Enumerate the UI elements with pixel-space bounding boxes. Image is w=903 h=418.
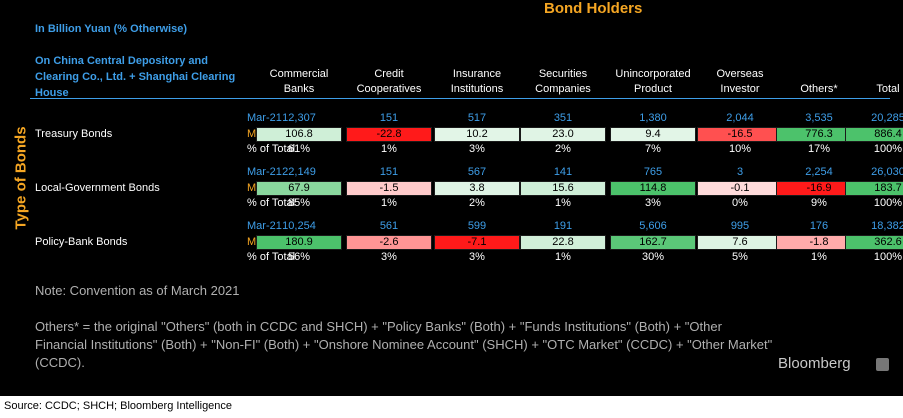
mar21-value: 18,382 bbox=[871, 220, 903, 232]
mom-value: -7.1 bbox=[434, 234, 520, 250]
row-label-mar21: Mar-21 bbox=[247, 112, 282, 124]
mar21-value: 26,030 bbox=[871, 166, 903, 178]
others-footnote: Others* = the original "Others" (both in… bbox=[35, 319, 773, 370]
mom-value: 3.8 bbox=[434, 180, 520, 196]
mom-value: 776.3 bbox=[776, 126, 862, 142]
mar21-value: 3 bbox=[736, 166, 744, 178]
mar21-value: 351 bbox=[553, 112, 573, 124]
pct-value: 30% bbox=[641, 251, 665, 263]
row-label-mar21: Mar-21 bbox=[247, 166, 282, 178]
mar21-value: 561 bbox=[379, 220, 399, 232]
y-axis-label: Type of Bonds bbox=[12, 126, 30, 230]
source-line: Source: CCDC; SHCH; Bloomberg Intelligen… bbox=[4, 400, 233, 412]
mar21-value: 1,380 bbox=[639, 112, 667, 124]
mar21-value: 995 bbox=[730, 220, 750, 232]
pct-value: 1% bbox=[555, 251, 571, 263]
bond-type-label: Treasury Bonds bbox=[35, 127, 113, 140]
mar21-value: 20,285 bbox=[871, 112, 903, 124]
header-divider bbox=[30, 98, 890, 99]
pct-value: 17% bbox=[807, 143, 831, 155]
mom-value: 67.9 bbox=[256, 180, 342, 196]
mom-value: 180.9 bbox=[256, 234, 342, 250]
mom-value: -1.8 bbox=[776, 234, 862, 250]
unit-note: In Billion Yuan (% Otherwise) bbox=[35, 23, 187, 35]
column-header: Commercial Banks bbox=[269, 68, 329, 95]
mom-value: 886.4 bbox=[845, 126, 903, 142]
mom-value: -2.6 bbox=[346, 234, 432, 250]
convention-note: Note: Convention as of March 2021 bbox=[35, 283, 240, 298]
mar21-value: 151 bbox=[379, 166, 399, 178]
mar21-value: 2,254 bbox=[805, 166, 833, 178]
pct-value: 1% bbox=[381, 143, 397, 155]
pct-value: 1% bbox=[381, 197, 397, 209]
row-label-mar21: Mar-21 bbox=[247, 220, 282, 232]
column-header: Securities Companies bbox=[535, 68, 591, 95]
pct-value: 7% bbox=[645, 143, 661, 155]
mom-value: 362.6 bbox=[845, 234, 903, 250]
pct-value: 2% bbox=[469, 197, 485, 209]
mom-value: 9.4 bbox=[610, 126, 696, 142]
pct-value: 3% bbox=[469, 251, 485, 263]
mar21-value: 765 bbox=[643, 166, 663, 178]
data-source-description: On China Central Depository and Clearing… bbox=[35, 55, 236, 99]
pct-value: 0% bbox=[732, 197, 748, 209]
mar21-value: 141 bbox=[553, 166, 573, 178]
mar21-value: 517 bbox=[467, 112, 487, 124]
bloomberg-terminal-icon bbox=[876, 358, 889, 371]
mar21-value: 191 bbox=[553, 220, 573, 232]
mar21-value: 151 bbox=[379, 112, 399, 124]
mar21-value: 22,149 bbox=[282, 166, 316, 178]
bloomberg-logo: Bloomberg bbox=[778, 355, 851, 372]
pct-value: 10% bbox=[728, 143, 752, 155]
pct-value: 56% bbox=[287, 251, 311, 263]
mom-value: 106.8 bbox=[256, 126, 342, 142]
pct-value: 100% bbox=[873, 197, 903, 209]
mar21-value: 176 bbox=[809, 220, 829, 232]
column-header: Total bbox=[876, 83, 900, 95]
mar21-value: 599 bbox=[467, 220, 487, 232]
mar21-value: 12,307 bbox=[282, 112, 316, 124]
mom-value: -1.5 bbox=[346, 180, 432, 196]
bond-type-label: Local-Government Bonds bbox=[35, 181, 160, 194]
column-header: Unincorporated Product bbox=[615, 68, 691, 95]
pct-value: 9% bbox=[811, 197, 827, 209]
pct-value: 3% bbox=[645, 197, 661, 209]
pct-value: 3% bbox=[381, 251, 397, 263]
pct-value: 100% bbox=[873, 143, 903, 155]
mar21-value: 5,606 bbox=[639, 220, 667, 232]
pct-value: 85% bbox=[287, 197, 311, 209]
mom-value: 7.6 bbox=[697, 234, 783, 250]
pct-value: 1% bbox=[811, 251, 827, 263]
mom-value: -22.8 bbox=[346, 126, 432, 142]
mom-value: 15.6 bbox=[520, 180, 606, 196]
mom-value: -16.5 bbox=[697, 126, 783, 142]
column-header: Others* bbox=[800, 83, 838, 95]
column-header: Credit Cooperatives bbox=[356, 68, 422, 95]
mom-value: 162.7 bbox=[610, 234, 696, 250]
chart-title: Bond Holders bbox=[544, 0, 643, 17]
bond-type-label: Policy-Bank Bonds bbox=[35, 235, 128, 248]
pct-value: 100% bbox=[873, 251, 903, 263]
mom-value: 10.2 bbox=[434, 126, 520, 142]
column-header: Overseas Investor bbox=[716, 68, 764, 95]
mom-value: -0.1 bbox=[697, 180, 783, 196]
mar21-value: 3,535 bbox=[805, 112, 833, 124]
pct-value: 5% bbox=[732, 251, 748, 263]
pct-value: 61% bbox=[287, 143, 311, 155]
mar21-value: 567 bbox=[467, 166, 487, 178]
mom-value: 23.0 bbox=[520, 126, 606, 142]
mar21-value: 10,254 bbox=[282, 220, 316, 232]
pct-value: 1% bbox=[555, 197, 571, 209]
row-label-pct: % of Total bbox=[247, 143, 296, 155]
chart-panel: In Billion Yuan (% Otherwise) On China C… bbox=[0, 0, 903, 396]
mar21-value: 2,044 bbox=[726, 112, 754, 124]
mom-value: 183.7 bbox=[845, 180, 903, 196]
row-label-pct: % of Total bbox=[247, 251, 296, 263]
column-header: Insurance Institutions bbox=[450, 68, 504, 95]
pct-value: 2% bbox=[555, 143, 571, 155]
row-label-pct: % of Total bbox=[247, 197, 296, 209]
pct-value: 3% bbox=[469, 143, 485, 155]
mom-value: 22.8 bbox=[520, 234, 606, 250]
mom-value: 114.8 bbox=[610, 180, 696, 196]
